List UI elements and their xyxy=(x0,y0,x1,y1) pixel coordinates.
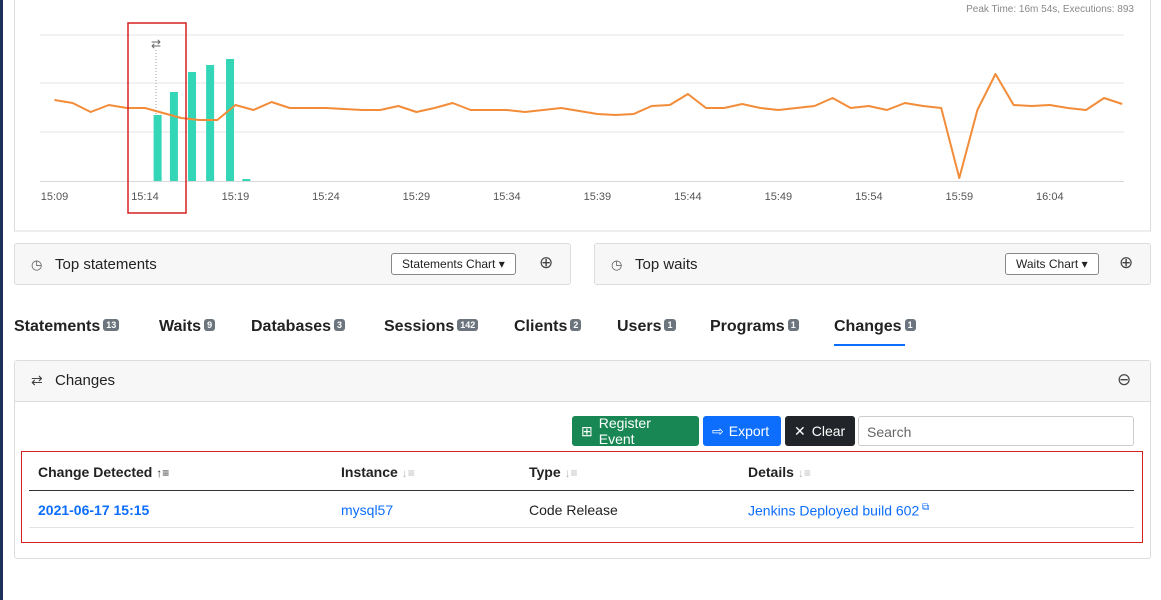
add-button[interactable]: ⊕ xyxy=(539,253,554,272)
panel-icon: ◷ xyxy=(31,257,43,272)
panel-icon: ◷ xyxy=(611,257,623,272)
tab[interactable]: Sessions 142 xyxy=(384,318,479,336)
tab[interactable]: Users 1 xyxy=(617,318,676,336)
sidebar-edge xyxy=(0,0,3,600)
add-button[interactable]: ⊕ xyxy=(1119,253,1134,272)
bar xyxy=(169,92,178,181)
header-label: Type xyxy=(529,464,561,480)
x-tick-label: 15:34 xyxy=(493,191,521,203)
tab-badge: 9 xyxy=(204,319,216,331)
highlight-box xyxy=(21,451,1143,543)
tab[interactable]: Databases 3 xyxy=(251,318,346,336)
card-title: Changes xyxy=(55,372,116,389)
highlight-box xyxy=(127,22,187,214)
tab-badge: 2 xyxy=(570,319,582,331)
bar xyxy=(206,65,215,181)
x-tick-label: 15:14 xyxy=(131,191,159,203)
x-tick-label: 15:39 xyxy=(584,191,612,203)
tab-badge: 3 xyxy=(334,319,346,331)
tab-label: Statements xyxy=(14,318,101,335)
chart-subtitle: Peak Time: 16m 54s, Executions: 893 xyxy=(966,4,1134,15)
tab-badge: 13 xyxy=(103,319,120,331)
top-waits-panel: ◷ Top waits Waits Chart ▾ ⊕ xyxy=(594,243,1151,285)
x-tick-label: 15:54 xyxy=(855,191,883,203)
tab-label: Databases xyxy=(251,318,332,335)
tab-badge: 1 xyxy=(787,319,799,331)
column-header[interactable]: Details ↓≡ xyxy=(748,464,811,480)
x-tick-label: 15:49 xyxy=(765,191,793,203)
tab-label: Programs xyxy=(710,318,785,335)
changes-card: ⇄ Changes ⊖ xyxy=(14,360,1151,559)
tab[interactable]: Programs 1 xyxy=(710,318,799,336)
button-label: Clear xyxy=(811,423,846,439)
panel-title: Top waits xyxy=(635,256,698,273)
x-tick-label: 15:19 xyxy=(222,191,250,203)
card-header: ⇄ Changes ⊖ xyxy=(15,361,1150,402)
column-header[interactable]: Change Detected ↑≡ xyxy=(38,464,170,480)
bar xyxy=(242,179,251,181)
button-label: Export xyxy=(728,423,770,439)
button-label: Register Event xyxy=(598,415,651,447)
header-label: Instance xyxy=(341,464,398,480)
x-tick-label: 15:24 xyxy=(312,191,340,203)
tab-badge: 142 xyxy=(457,319,479,331)
tab-label: Clients xyxy=(514,318,568,335)
chart: Peak Time: 16m 54s, Executions: 893 ⇄ 15… xyxy=(14,0,1151,232)
change-date-link[interactable]: 2021-06-17 15:15 xyxy=(38,502,150,518)
tab[interactable]: Clients 2 xyxy=(514,318,582,336)
bar xyxy=(226,59,235,181)
row-rule xyxy=(29,527,1134,528)
x-tick-label: 15:09 xyxy=(41,191,69,203)
dropdown-button[interactable]: Statements Chart ▾ xyxy=(391,253,516,275)
search-input[interactable]: Search xyxy=(858,416,1134,446)
export-button[interactable]: ⇨ Export xyxy=(703,416,781,446)
tab-badge: 1 xyxy=(664,319,676,331)
x-tick-label: 15:44 xyxy=(674,191,702,203)
header-rule xyxy=(29,490,1134,491)
dropdown-button[interactable]: Waits Chart ▾ xyxy=(1005,253,1099,275)
tab-label: Sessions xyxy=(384,318,455,335)
tab[interactable]: Statements 13 xyxy=(14,318,120,336)
header-label: Details xyxy=(748,464,794,480)
column-header[interactable]: Type ↓≡ xyxy=(529,464,578,480)
register-button[interactable]: ⊞ Register Event xyxy=(572,415,699,447)
line xyxy=(54,73,1123,179)
tab-label: Changes xyxy=(834,318,902,335)
tab[interactable]: Waits 9 xyxy=(159,318,216,336)
button-label: Waits Chart xyxy=(1016,257,1079,271)
chart-card xyxy=(14,0,1151,232)
instance-link[interactable]: mysql57 xyxy=(341,502,394,518)
details-text: Jenkins Deployed build 602 xyxy=(748,502,920,519)
clear-button[interactable]: ✕ Clear xyxy=(785,416,855,446)
panel-title: Top statements xyxy=(55,256,157,273)
column-header[interactable]: Instance ↓≡ xyxy=(341,464,415,480)
details-link[interactable]: Jenkins Deployed build 602 ⧉ xyxy=(748,502,930,519)
header-label: Change Detected xyxy=(38,464,153,480)
bar xyxy=(153,115,162,181)
collapse-button[interactable]: ⊖ xyxy=(1117,370,1132,389)
active-tab-underline xyxy=(834,344,905,346)
search-placeholder: Search xyxy=(867,424,912,440)
tab-label: Users xyxy=(617,318,662,335)
bar xyxy=(188,72,197,181)
tab-label: Waits xyxy=(159,318,202,335)
header-icon: ⇄ xyxy=(31,372,43,388)
event-icon[interactable]: ⇄ xyxy=(151,37,161,51)
tab-badge: 1 xyxy=(904,319,916,331)
tab[interactable]: Changes 1 xyxy=(834,318,916,336)
x-tick-label: 16:04 xyxy=(1036,191,1064,203)
type-cell: Code Release xyxy=(529,502,618,518)
x-tick-label: 15:59 xyxy=(946,191,974,203)
button-label: Statements Chart xyxy=(402,257,496,271)
x-tick-label: 15:29 xyxy=(403,191,431,203)
plot xyxy=(54,59,1123,181)
top-statements-panel: ◷ Top statements Statements Chart ▾ ⊕ xyxy=(14,243,571,285)
